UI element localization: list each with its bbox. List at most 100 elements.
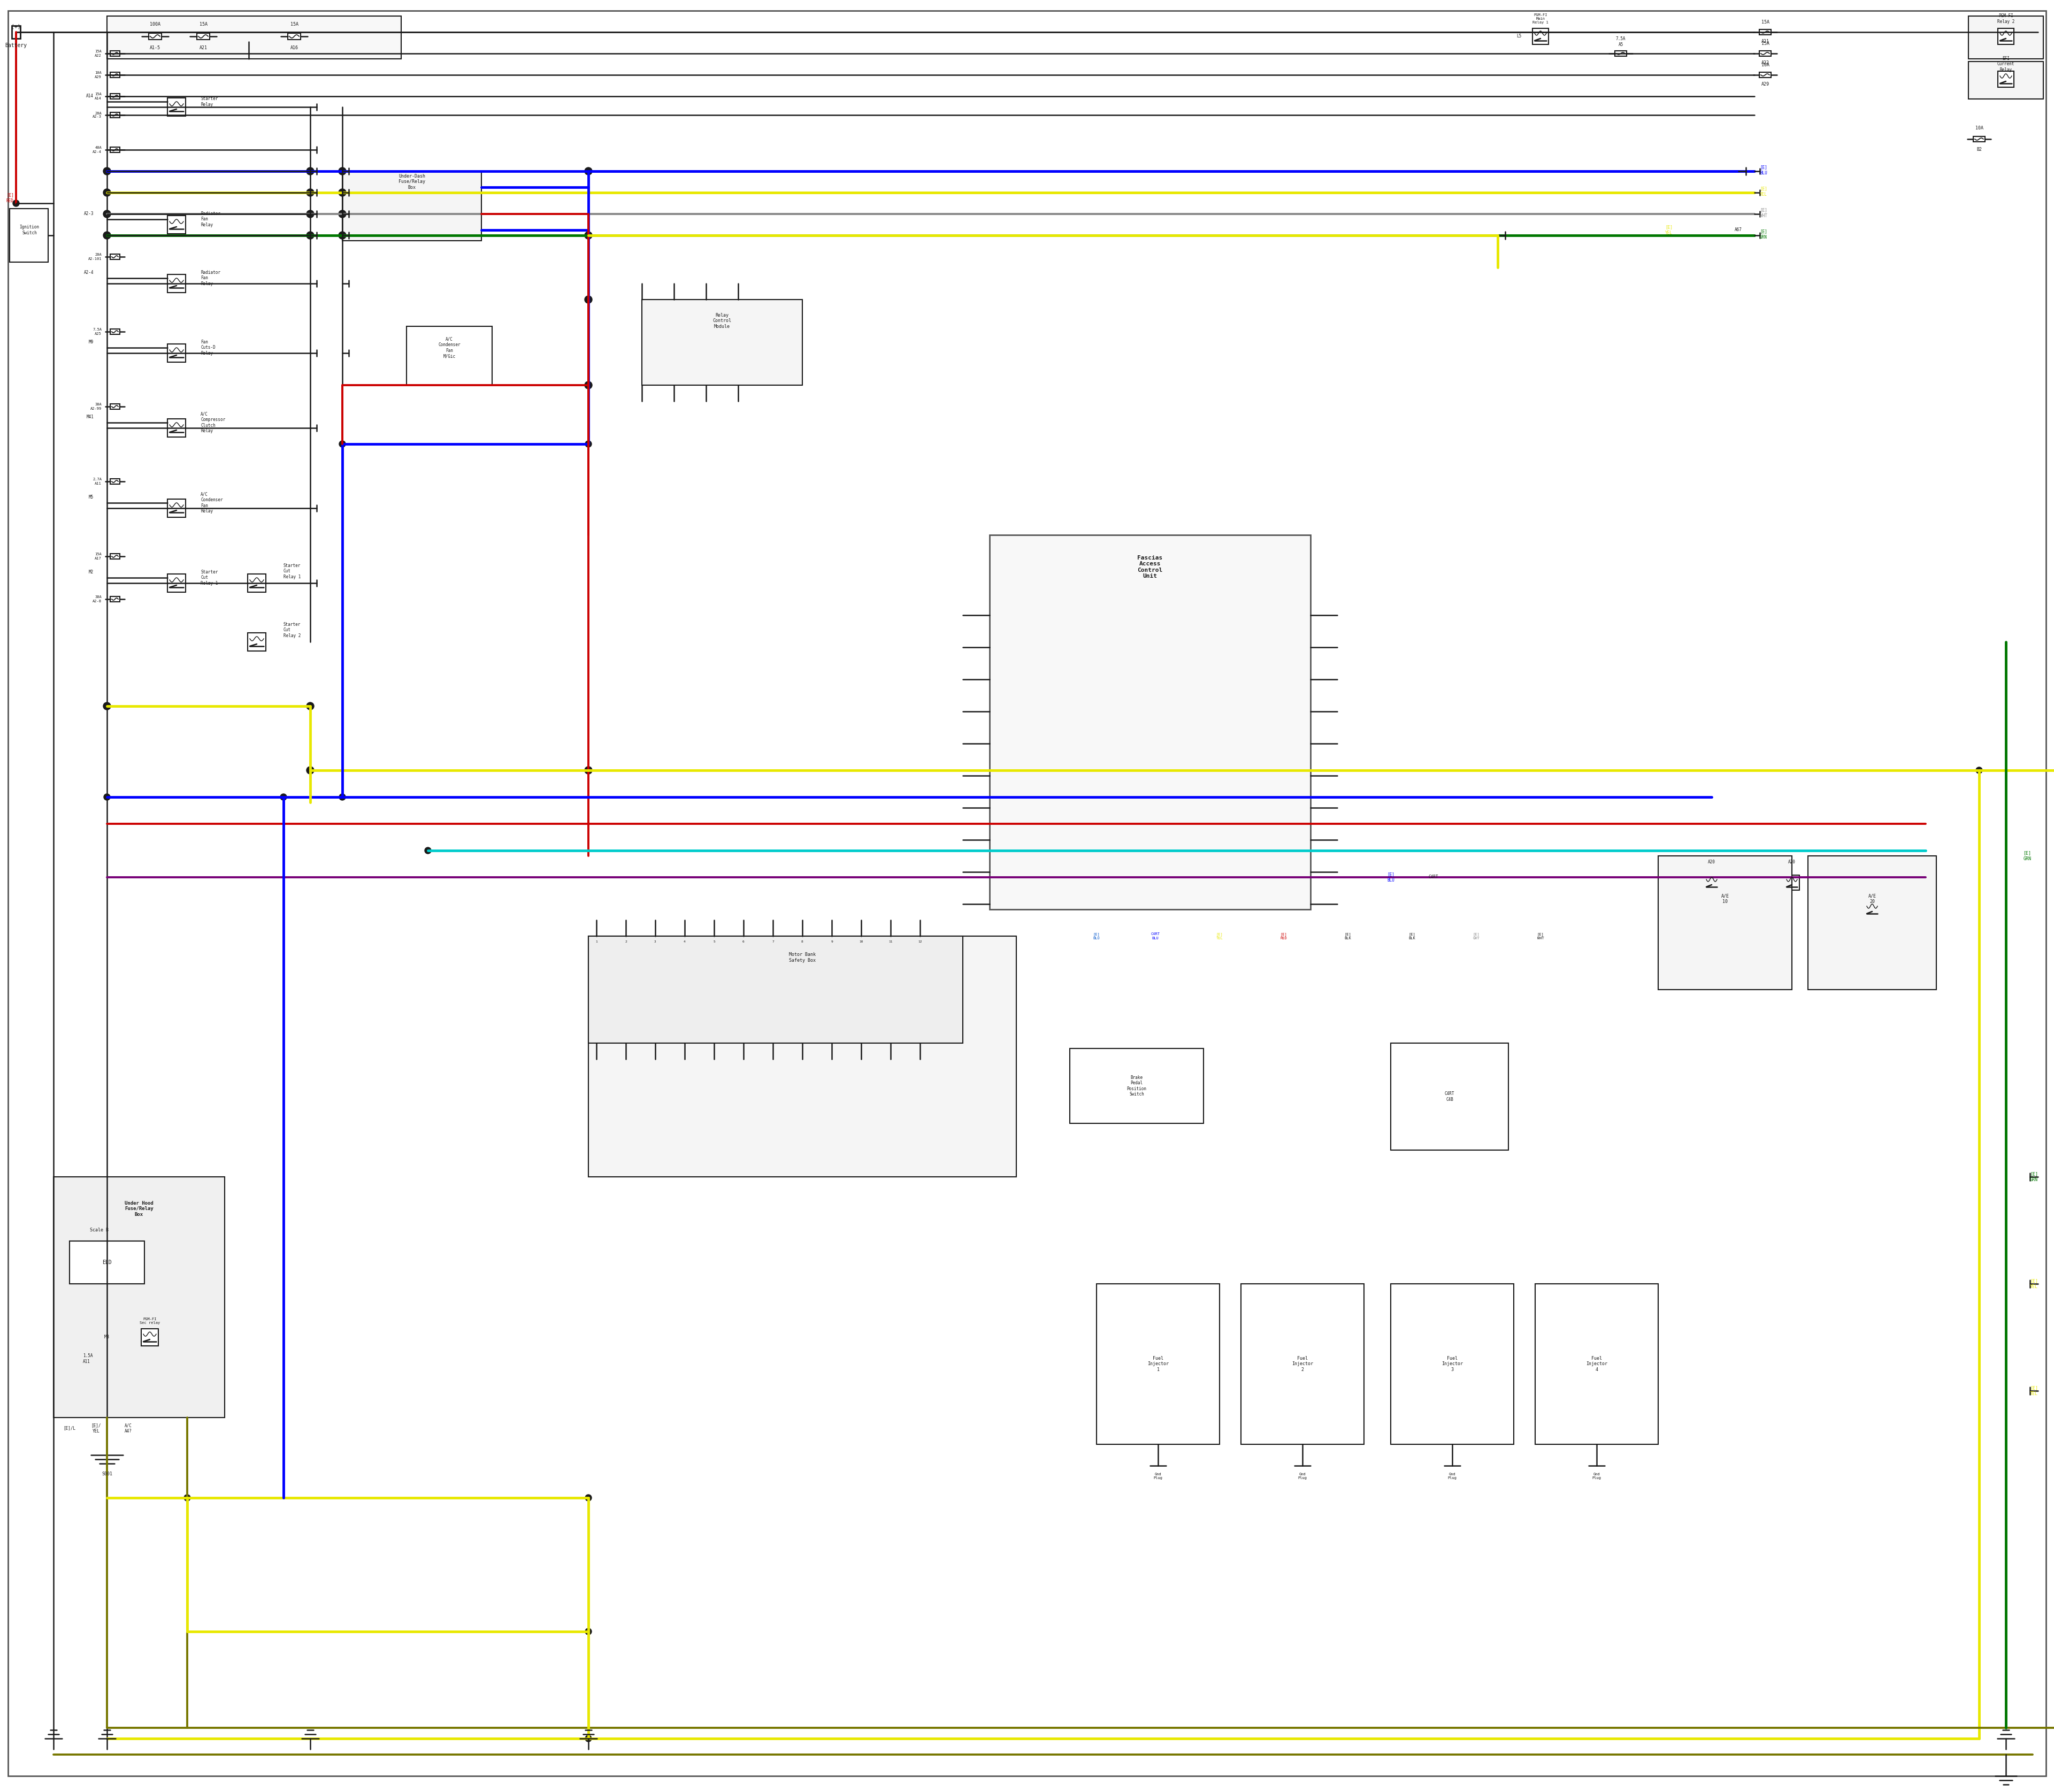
Bar <box>168 573 185 591</box>
Circle shape <box>585 767 592 774</box>
Bar <box>111 330 119 335</box>
Text: Motor Bank
Safety Box: Motor Bank Safety Box <box>789 952 815 962</box>
Circle shape <box>103 167 111 176</box>
Text: 7.5A
A5: 7.5A A5 <box>1616 36 1625 47</box>
Text: ELD: ELD <box>103 1260 111 1265</box>
Text: [E]
GRN: [E] GRN <box>1760 229 1766 240</box>
Bar <box>990 536 1310 909</box>
Bar <box>111 403 119 409</box>
Circle shape <box>585 296 592 303</box>
Text: [E]
GRN: [E] GRN <box>2023 851 2031 862</box>
Circle shape <box>103 702 111 710</box>
Bar <box>1070 1048 1204 1124</box>
Text: PGM-FI
Main
Relay 1: PGM-FI Main Relay 1 <box>1532 13 1549 23</box>
Text: Starter
Cut
Relay 2: Starter Cut Relay 2 <box>283 622 300 638</box>
Circle shape <box>105 702 111 710</box>
Circle shape <box>12 201 18 206</box>
Text: B2: B2 <box>1976 147 1982 152</box>
Text: [E]
GRY: [E] GRY <box>1473 932 1479 939</box>
Circle shape <box>105 794 111 801</box>
Text: A2-4: A2-4 <box>84 271 94 276</box>
Bar <box>53 1177 224 1417</box>
Circle shape <box>585 1495 592 1502</box>
Text: S001: S001 <box>101 1471 113 1477</box>
Text: [E]
BLU: [E] BLU <box>1386 873 1395 882</box>
Circle shape <box>306 188 314 197</box>
Text: Starter
Relay: Starter Relay <box>201 97 218 108</box>
Bar <box>111 93 119 99</box>
Text: [E]
BLU: [E] BLU <box>1760 165 1766 176</box>
Circle shape <box>306 767 314 774</box>
Bar <box>1760 72 1771 77</box>
Text: Starter
Cut
Relay 1: Starter Cut Relay 1 <box>283 563 300 579</box>
Text: Fuel
Injector
3: Fuel Injector 3 <box>1442 1357 1462 1373</box>
Circle shape <box>1976 767 1982 774</box>
Circle shape <box>585 231 592 238</box>
Bar <box>1974 136 1984 142</box>
Bar <box>197 34 210 39</box>
Text: [E]/L: [E]/L <box>64 1426 76 1430</box>
Bar <box>1785 874 1799 891</box>
Bar <box>111 147 119 152</box>
Bar <box>168 344 185 362</box>
Text: Under-Dash
Fuse/Relay
Box: Under-Dash Fuse/Relay Box <box>398 174 425 190</box>
Text: Fascias
Access
Control
Unit: Fascias Access Control Unit <box>1138 556 1163 579</box>
Text: Fan
Cuts-D
Relay: Fan Cuts-D Relay <box>201 340 216 355</box>
Bar <box>111 72 119 77</box>
Text: 15A: 15A <box>290 22 298 27</box>
Bar <box>343 172 481 240</box>
Bar <box>12 25 21 38</box>
Bar <box>1808 857 1937 989</box>
Circle shape <box>585 1629 592 1634</box>
Bar <box>70 1242 144 1283</box>
Text: [E]
TEL: [E] TEL <box>1216 932 1222 939</box>
Bar <box>168 99 185 116</box>
Text: Radiator
Fan
Relay: Radiator Fan Relay <box>201 271 220 287</box>
Text: A/C
Condenser
Fan
M/Gic: A/C Condenser Fan M/Gic <box>438 337 460 358</box>
Text: 100A: 100A <box>150 22 160 27</box>
Text: L5: L5 <box>1516 34 1522 39</box>
Text: 10A: 10A <box>1760 63 1768 68</box>
Bar <box>1391 1043 1508 1150</box>
Text: 20A
A2-3: 20A A2-3 <box>92 111 101 118</box>
Text: EFI
Current
Relay: EFI Current Relay <box>1996 56 2015 72</box>
Circle shape <box>339 188 345 197</box>
Bar <box>1658 857 1791 989</box>
Text: [E]
WHT: [E] WHT <box>1536 932 1545 939</box>
Text: A/C
A4?: A/C A4? <box>125 1423 131 1434</box>
Text: 10: 10 <box>859 941 863 943</box>
Text: 30A
A2-99: 30A A2-99 <box>90 403 101 410</box>
Text: 15A: 15A <box>1760 20 1768 25</box>
Bar <box>641 299 803 385</box>
Text: Brake
Pedal
Position
Switch: Brake Pedal Position Switch <box>1128 1075 1146 1097</box>
Text: 15A
A22: 15A A22 <box>94 50 101 57</box>
Circle shape <box>339 231 345 238</box>
Text: Gnd
Plug: Gnd Plug <box>1298 1473 1306 1480</box>
Text: M5: M5 <box>88 495 94 500</box>
Circle shape <box>339 794 345 801</box>
Bar <box>249 573 265 591</box>
Text: [E]
BLK: [E] BLK <box>1409 932 1415 939</box>
Circle shape <box>585 441 592 448</box>
Circle shape <box>585 296 592 303</box>
Text: 11: 11 <box>889 941 893 943</box>
Text: Fuel
Injector
2: Fuel Injector 2 <box>1292 1357 1313 1373</box>
Circle shape <box>279 794 288 801</box>
Circle shape <box>306 767 314 774</box>
Circle shape <box>103 188 111 197</box>
Bar <box>168 215 185 233</box>
Text: A1-5: A1-5 <box>150 47 160 50</box>
Circle shape <box>585 1735 592 1742</box>
Text: Under Hood
Fuse/Relay
Box: Under Hood Fuse/Relay Box <box>125 1201 154 1217</box>
Bar <box>1614 50 1627 56</box>
Text: [E]
YEL: [E] YEL <box>1760 186 1766 197</box>
Bar <box>288 34 300 39</box>
Bar <box>1241 1283 1364 1444</box>
Text: PGM-FI
Sec relay: PGM-FI Sec relay <box>140 1317 160 1324</box>
Circle shape <box>306 210 314 217</box>
Bar <box>1865 901 1879 918</box>
Circle shape <box>339 167 345 176</box>
Text: 15A
A17: 15A A17 <box>94 554 101 559</box>
Bar <box>587 935 1017 1177</box>
Text: M3: M3 <box>105 1335 109 1340</box>
